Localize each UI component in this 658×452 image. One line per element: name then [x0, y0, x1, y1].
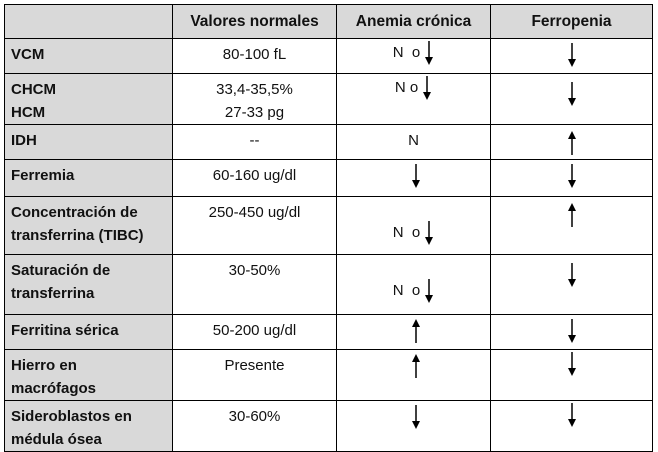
- label-line: VCM: [11, 46, 45, 63]
- arrow-up-icon: [411, 354, 420, 378]
- arrow-down-icon: [425, 221, 434, 245]
- anemia-cell: [336, 314, 491, 350]
- label-line: IDH: [11, 132, 37, 149]
- ferropenia-cell: [490, 254, 653, 315]
- normal-value: 33,4-35,5% 27-33 pg: [172, 73, 337, 125]
- parameter-label: CHCM HCM: [4, 73, 173, 125]
- ferropenia-cell: [490, 38, 653, 74]
- value-line: Presente: [224, 357, 285, 374]
- anemia-text: N: [408, 132, 419, 149]
- anemia-text: N o: [392, 282, 421, 299]
- ferropenia-cell: [490, 73, 653, 125]
- header-row: Valores normales Anemia crónica Ferropen…: [4, 4, 653, 39]
- table-row: IDH -- N: [4, 124, 653, 160]
- header-anemia: Anemia crónica: [336, 4, 491, 39]
- normal-value: 60-160 ug/dl: [172, 159, 337, 197]
- label-line: HCM: [11, 104, 46, 121]
- arrow-down-icon: [425, 41, 434, 65]
- label-line: Ferritina sérica: [11, 322, 119, 339]
- arrow-up-icon: [567, 131, 576, 155]
- arrow-down-icon: [567, 319, 576, 343]
- parameter-label: IDH: [4, 124, 173, 160]
- label-line: Concentración de: [11, 204, 138, 221]
- parameter-label: Sideroblastos en médula ósea: [4, 400, 173, 452]
- parameter-label: Ferritina sérica: [4, 314, 173, 350]
- parameter-label: VCM: [4, 38, 173, 74]
- label-line: Ferremia: [11, 167, 75, 184]
- table-row: CHCM HCM 33,4-35,5% 27-33 pg N o: [4, 73, 653, 125]
- label-line: CHCM: [11, 81, 56, 98]
- anemia-text: N o: [394, 79, 419, 96]
- anemia-text: N o: [392, 224, 421, 241]
- value-line: --: [249, 132, 260, 149]
- ferropenia-cell: [490, 124, 653, 160]
- anemia-cell: N o: [336, 254, 491, 315]
- table-row: VCM 80-100 fL N o: [4, 38, 653, 74]
- label-line: transferrina: [11, 285, 95, 302]
- ferropenia-cell: [490, 159, 653, 197]
- normal-value: 30-50%: [172, 254, 337, 315]
- anemia-cell: N: [336, 124, 491, 160]
- header-normal: Valores normales: [172, 4, 337, 39]
- header-ferropenia: Ferropenia: [490, 4, 653, 39]
- label-line: transferrina (TIBC): [11, 227, 144, 244]
- value-line: 50-200 ug/dl: [212, 322, 297, 339]
- arrow-down-icon: [567, 403, 576, 427]
- arrow-down-icon: [567, 164, 576, 188]
- normal-value: Presente: [172, 349, 337, 401]
- table-row: Hierro en macrófagos Presente: [4, 349, 653, 401]
- ferropenia-cell: [490, 400, 653, 452]
- value-line: 27-33 pg: [224, 104, 285, 121]
- label-line: Hierro en: [11, 357, 77, 374]
- value-line: 30-60%: [228, 408, 281, 425]
- anemia-cell: N o: [336, 38, 491, 74]
- label-line: Saturación de: [11, 262, 111, 279]
- table-row: Concentración de transferrina (TIBC) 250-4…: [4, 196, 653, 255]
- comparison-table: Valores normales Anemia crónica Ferropen…: [4, 4, 653, 452]
- arrow-down-icon: [411, 405, 420, 429]
- table-row: Ferritina sérica 50-200 ug/dl: [4, 314, 653, 350]
- table-row: Sideroblastos en médula ósea 30-60%: [4, 400, 653, 452]
- normal-value: --: [172, 124, 337, 160]
- arrow-down-icon: [567, 82, 576, 106]
- arrow-down-icon: [423, 76, 432, 100]
- table-row: Saturación de transferrina 30-50% N o: [4, 254, 653, 315]
- anemia-cell: [336, 400, 491, 452]
- ferropenia-cell: [490, 196, 653, 255]
- arrow-down-icon: [567, 352, 576, 376]
- arrow-down-icon: [425, 279, 434, 303]
- anemia-cell: N o: [336, 73, 491, 125]
- label-line: macrófagos: [11, 380, 97, 397]
- label-line: Sideroblastos en: [11, 408, 132, 425]
- parameter-label: Ferremia: [4, 159, 173, 197]
- label-line: médula ósea: [11, 431, 102, 448]
- arrow-down-icon: [567, 263, 576, 287]
- value-line: 60-160 ug/dl: [212, 167, 297, 184]
- anemia-cell: N o: [336, 196, 491, 255]
- ferropenia-cell: [490, 314, 653, 350]
- value-line: 80-100 fL: [222, 46, 287, 63]
- value-line: 30-50%: [228, 262, 281, 279]
- table-row: Ferremia 60-160 ug/dl: [4, 159, 653, 197]
- normal-value: 80-100 fL: [172, 38, 337, 74]
- parameter-label: Concentración de transferrina (TIBC): [4, 196, 173, 255]
- arrow-down-icon: [411, 164, 420, 188]
- header-empty: [4, 4, 173, 39]
- ferropenia-cell: [490, 349, 653, 401]
- arrow-up-icon: [411, 319, 420, 343]
- arrow-down-icon: [567, 43, 576, 67]
- normal-value: 30-60%: [172, 400, 337, 452]
- value-line: 33,4-35,5%: [216, 81, 293, 98]
- anemia-text: N o: [392, 44, 421, 61]
- normal-value: 50-200 ug/dl: [172, 314, 337, 350]
- parameter-label: Saturación de transferrina: [4, 254, 173, 315]
- value-line: 250-450 ug/dl: [208, 204, 301, 221]
- anemia-cell: [336, 349, 491, 401]
- normal-value: 250-450 ug/dl: [172, 196, 337, 255]
- parameter-label: Hierro en macrófagos: [4, 349, 173, 401]
- anemia-cell: [336, 159, 491, 197]
- arrow-up-icon: [567, 203, 576, 227]
